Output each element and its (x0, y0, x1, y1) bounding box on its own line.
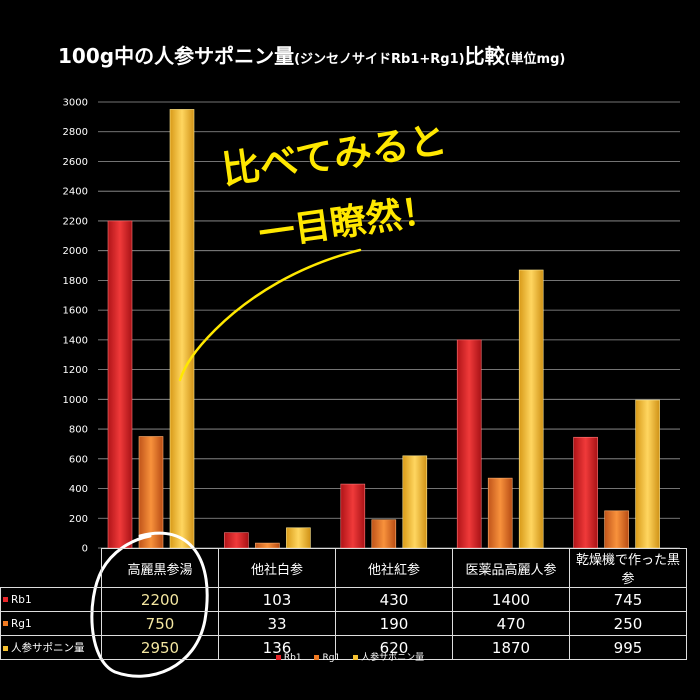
table-cell: 995 (569, 635, 687, 660)
bar-rb1 (456, 339, 482, 549)
y-tick-label: 2200 (63, 216, 88, 227)
legend-swatch (275, 655, 281, 660)
table-row-rb1: Rb1 2200 103 430 1400 745 (0, 587, 687, 612)
y-tick-label: 3000 (63, 98, 88, 109)
bar-rg1 (255, 542, 280, 549)
table-cell: 1400 (452, 587, 570, 612)
legend-label: 人参サポニン量 (361, 653, 425, 663)
bar-rg1 (371, 519, 397, 549)
legend-swatch (3, 645, 8, 651)
bar-rb1 (573, 436, 598, 549)
y-tick-label: 1000 (63, 395, 88, 406)
bar-rb1 (224, 532, 249, 549)
bar-total (402, 455, 428, 549)
bar-rb1 (340, 483, 366, 549)
y-tick-label: 1400 (63, 335, 88, 346)
row-label: Rg1 (0, 611, 102, 636)
legend-label: Rb1 (283, 653, 302, 663)
data-table: 高麗黒参湯 他社白参 他社紅参 医薬品高麗人参 乾燥機で作った黒参 Rb1 22… (0, 548, 687, 660)
y-tick-label: 600 (69, 454, 88, 465)
title-unit: (単位mg) (504, 52, 566, 67)
table-cell: 2200 (101, 587, 219, 612)
y-tick-label: 200 (69, 514, 88, 525)
bar-total (286, 527, 311, 549)
table-corner (0, 548, 102, 588)
table-cell: 2950 (101, 635, 219, 660)
category-header: 乾燥機で作った黒参 (569, 548, 687, 588)
table-cell: 1870 (452, 635, 570, 660)
table-cell: 190 (335, 611, 453, 636)
legend-swatch (353, 655, 359, 660)
legend-item-rg1: Rg1 (314, 653, 340, 663)
table-cell: 103 (218, 587, 336, 612)
title-subtitle: (ジンセノサイドRb1+Rg1) (294, 52, 465, 67)
legend-swatch (3, 597, 8, 602)
category-header: 医薬品高麗人参 (452, 548, 570, 588)
bar-total (169, 109, 195, 549)
table-cell: 745 (569, 587, 687, 612)
y-tick-label: 400 (69, 484, 88, 495)
y-tick-label: 1600 (63, 306, 88, 317)
table-cell: 250 (569, 611, 687, 636)
series-name: Rb1 (11, 593, 32, 606)
legend: Rb1 Rg1 人参サポニン量 (0, 650, 700, 663)
legend-label: Rg1 (322, 653, 341, 663)
bar-total (518, 269, 544, 549)
bar-rg1 (604, 510, 629, 549)
y-tick-label: 2600 (63, 157, 88, 168)
category-header: 他社白参 (218, 548, 336, 588)
chart-title: 100g中の人参サポニン量(ジンセノサイドRb1+Rg1)比較(単位mg) (58, 40, 565, 69)
legend-item-rb1: Rb1 (275, 653, 302, 663)
y-tick-label: 2400 (63, 187, 88, 198)
bar-total (635, 399, 660, 549)
y-tick-label: 2800 (63, 127, 88, 138)
row-label: 人参サポニン量 (0, 635, 102, 660)
legend-item-total: 人参サポニン量 (353, 653, 424, 663)
table-cell: 470 (452, 611, 570, 636)
table-header-row: 高麗黒参湯 他社白参 他社紅参 医薬品高麗人参 乾燥機で作った黒参 (0, 548, 687, 588)
bar-rb1 (107, 220, 133, 549)
table-row-rg1: Rg1 750 33 190 470 250 (0, 611, 687, 636)
table-cell: 750 (101, 611, 219, 636)
callout-arrow (178, 248, 362, 382)
title-main: 100g中の人参サポニン量 (58, 44, 295, 68)
y-tick-label: 2000 (63, 246, 88, 257)
bar-rg1 (487, 477, 513, 549)
table-cell: 33 (218, 611, 336, 636)
y-tick-label: 1200 (63, 365, 88, 376)
title-suffix: 比較 (464, 44, 505, 68)
series-name: 人参サポニン量 (11, 642, 85, 654)
row-label: Rb1 (0, 587, 102, 612)
legend-swatch (3, 621, 8, 626)
bar-rg1 (138, 436, 164, 549)
y-tick-label: 1800 (63, 276, 88, 287)
table-cell: 430 (335, 587, 453, 612)
series-name: Rg1 (11, 617, 32, 630)
legend-swatch (314, 655, 320, 660)
category-header: 他社紅参 (335, 548, 453, 588)
y-tick-label: 800 (69, 425, 88, 436)
category-header: 高麗黒参湯 (101, 548, 219, 588)
